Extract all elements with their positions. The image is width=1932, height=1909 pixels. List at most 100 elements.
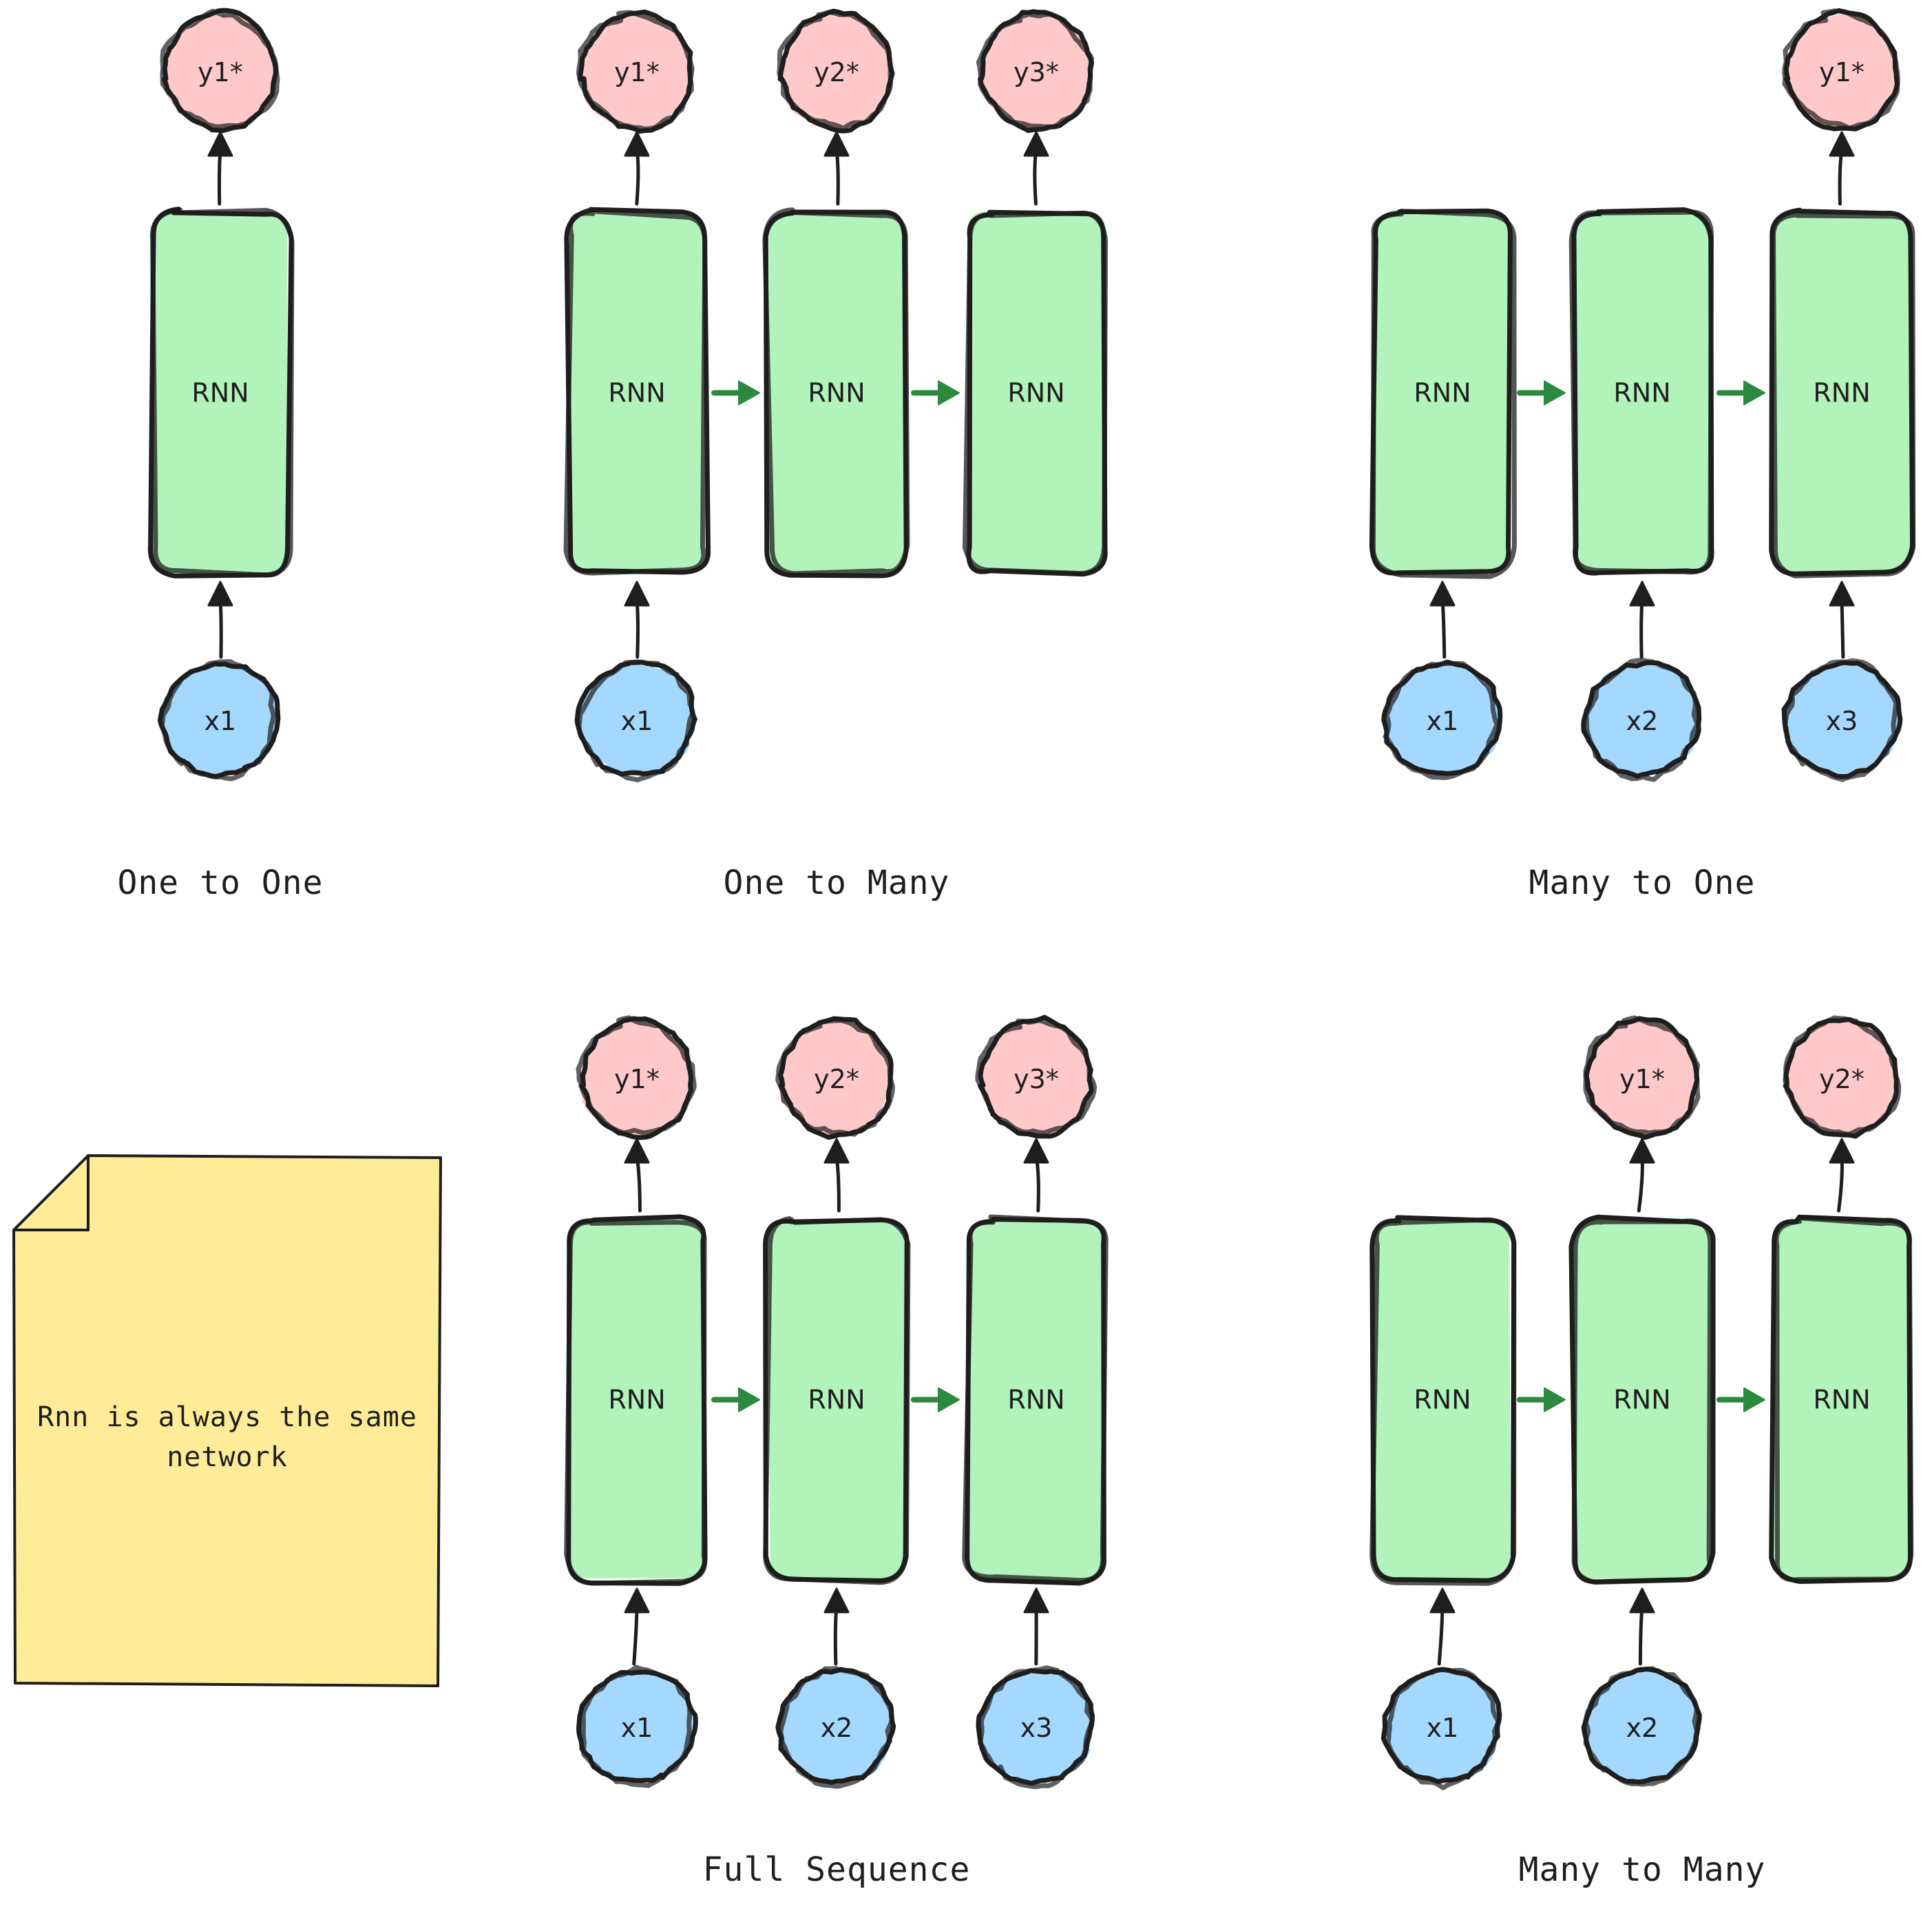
input-arrow-many-to-one-1-shaft	[1440, 598, 1447, 659]
recurrent-arrow-many-to-many-2-head	[1743, 1387, 1765, 1412]
input-node-label: x3	[1826, 706, 1858, 736]
rnn-box-fill	[1770, 210, 1911, 573]
input-node-label: x2	[1626, 706, 1659, 736]
input-node-outline-sketch	[978, 1665, 1095, 1789]
input-arrow-full-sequence-2-head	[823, 1587, 850, 1614]
output-node-outline-sketch	[1783, 1015, 1902, 1137]
cell-full-sequence-1: RNN x1 y1*	[564, 1015, 708, 1788]
input-arrow-full-sequence-1-shaft	[632, 1605, 639, 1666]
rnn-box-fill	[567, 1218, 708, 1579]
input-node-outline-sketch	[580, 1665, 693, 1788]
input-node-outline-sketch	[1584, 657, 1700, 782]
input-node-outline-sketch	[1783, 658, 1899, 782]
rnn-label: RNN	[1613, 1385, 1670, 1415]
output-arrow-full-sequence-1-shaft	[635, 1155, 642, 1213]
output-arrow-one-to-many-2-head	[823, 131, 850, 157]
input-arrow-many-to-one-2-shaft	[1639, 598, 1644, 659]
output-node-label: y1*	[1819, 57, 1865, 87]
input-node-fill	[1383, 663, 1500, 776]
output-node-outline-sketch	[576, 10, 695, 132]
input-node-label: x1	[621, 706, 653, 736]
rnn-box-fill	[768, 1216, 907, 1583]
rnn-label: RNN	[1007, 1385, 1064, 1415]
output-node-fill	[163, 13, 275, 130]
output-arrow-many-to-many-2-shaft	[1637, 1155, 1644, 1213]
rnn-label: RNN	[1414, 1385, 1471, 1415]
panel-caption-many-to-many: Many to Many	[1519, 1850, 1766, 1889]
recurrent-arrow-many-to-one-1-head	[1544, 380, 1566, 406]
rnn-box-outline-sketch	[1369, 1217, 1517, 1586]
rnn-box-outline-sketch	[762, 207, 910, 576]
rnn-box-outline-sketch	[1568, 209, 1714, 575]
input-node-fill	[162, 663, 278, 775]
input-node-label: x1	[621, 1713, 653, 1743]
panel-one-to-one: RNN x1 y1* One to One	[118, 8, 322, 902]
input-node-fill	[779, 1670, 894, 1782]
rnn-box-outline-sketch	[1771, 212, 1916, 578]
output-arrow-many-to-many-3-shaft	[1837, 1155, 1844, 1213]
input-arrow-many-to-one-1-head	[1429, 581, 1456, 607]
sticky-note[interactable]: Rnn is always the same network	[12, 1154, 442, 1687]
input-node-outline-sketch	[159, 659, 276, 782]
output-node-label: y1*	[1619, 1064, 1665, 1094]
output-arrow-full-sequence-3-shaft	[1034, 1155, 1040, 1213]
sticky-note-body-fill	[14, 1156, 441, 1686]
panel-one-to-many: RNN x1 y1* RNN y2* RNN y3* One to Many	[563, 8, 1109, 902]
recurrent-arrow-many-to-many-1-head	[1544, 1387, 1566, 1412]
output-node-label: y1*	[198, 57, 243, 87]
output-arrow-one-to-one-1-shaft	[217, 148, 222, 206]
input-node-fill	[979, 1670, 1095, 1783]
rnn-label: RNN	[608, 378, 665, 408]
output-arrow-one-to-many-3-head	[1023, 131, 1049, 157]
output-arrow-full-sequence-3-head	[1023, 1138, 1049, 1164]
input-node-label: x1	[1427, 706, 1459, 736]
input-node-label: x3	[1020, 1713, 1053, 1743]
input-arrow-one-to-many-1-head	[624, 581, 650, 607]
output-arrow-full-sequence-2-shaft	[834, 1155, 841, 1213]
output-node-outline-sketch	[576, 1015, 697, 1136]
rnn-box-outline-sketch	[962, 1214, 1109, 1583]
input-node-fill	[578, 664, 696, 776]
output-arrow-one-to-one-1-head	[207, 131, 233, 157]
rnn-box-fill	[1371, 1218, 1511, 1583]
rnn-box-fill	[1772, 1218, 1912, 1581]
cell-full-sequence-2: RNN x2 y2*	[763, 1016, 911, 1789]
output-arrow-full-sequence-2-head	[823, 1138, 850, 1164]
rnn-label: RNN	[608, 1385, 665, 1415]
panel-full-sequence: RNN x1 y1* RNN x2 y2* RNN x3 y3* Full Sequence	[564, 1014, 1109, 1889]
input-arrow-many-to-many-1-head	[1429, 1587, 1456, 1614]
rnn-label: RNN	[1007, 378, 1064, 408]
rnn-label: RNN	[1414, 378, 1471, 408]
output-node-label: y2*	[814, 1064, 859, 1094]
output-arrow-many-to-many-3-head	[1829, 1138, 1855, 1164]
cell-one-to-many-3: RNN y3*	[962, 9, 1109, 577]
rnn-box-fill	[1573, 1218, 1713, 1581]
rnn-label: RNN	[191, 378, 249, 408]
rnn-box-fill	[1571, 211, 1710, 576]
rnn-label: RNN	[1813, 1385, 1870, 1415]
panel-caption-one-to-many: One to Many	[724, 864, 950, 902]
input-node-label: x2	[1626, 1713, 1659, 1743]
cell-many-to-many-2: RNN x2 y1*	[1568, 1015, 1716, 1787]
sticky-note-fold-corner-icon	[12, 1154, 90, 1231]
recurrent-arrow-full-sequence-1-head	[738, 1387, 760, 1412]
input-arrow-many-to-many-2-head	[1629, 1587, 1655, 1614]
output-node-fill	[778, 1019, 893, 1136]
recurrent-arrow-one-to-many-1-head	[738, 380, 760, 406]
output-node-outline-sketch	[1782, 8, 1900, 131]
output-node-outline-sketch	[777, 10, 894, 131]
output-arrow-one-to-many-2-shaft	[834, 148, 840, 206]
rnn-label: RNN	[808, 378, 865, 408]
rnn-box-outline-sketch	[763, 1216, 911, 1585]
output-node-fill	[779, 12, 894, 131]
cell-many-to-one-2: RNN x2	[1568, 207, 1714, 782]
cell-one-to-many-1: RNN x1 y1*	[563, 9, 711, 782]
output-arrow-one-to-many-1-head	[624, 131, 650, 157]
cell-many-to-one-1: RNN x1	[1369, 208, 1517, 780]
output-node-outline-sketch	[1583, 1015, 1701, 1136]
recurrent-arrow-many-to-one-2-head	[1743, 380, 1765, 406]
output-node-label: y2*	[814, 57, 859, 87]
rnn-label: RNN	[808, 1385, 865, 1415]
